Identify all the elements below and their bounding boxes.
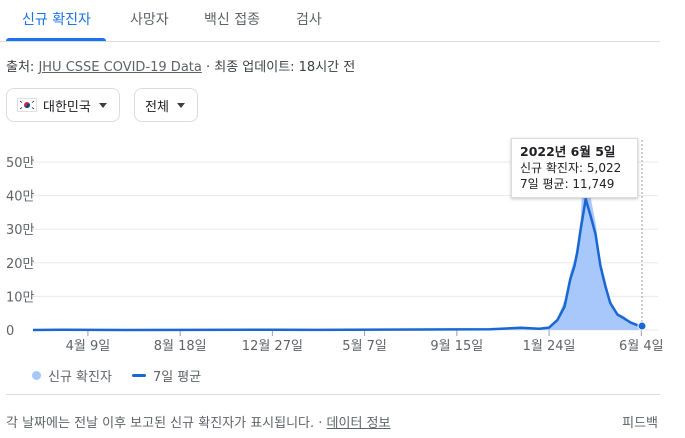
feedback-link[interactable]: 피드백 [622,416,658,431]
caret-down-icon [176,102,185,108]
tooltip-date: 2022년 6월 5일 [520,144,616,159]
caret-down-icon [98,102,107,108]
chart-tooltip: 2022년 6월 5일 신규 확진자: 5,022 7일 평균: 11,749 [511,138,638,198]
y-tick-label: 10만 [6,290,35,305]
tooltip-7day-average: 7일 평균: 11,749 [520,177,615,191]
country-select[interactable]: 대한민국 [6,88,120,122]
x-tick-label: 1월 24일 [523,339,576,354]
data-source-line: 출처: JHU CSSE COVID-19 Data · 최종 업데이트: 18… [6,56,355,75]
tab-new-cases[interactable]: 신규 확진자 [22,12,91,28]
tab-deaths[interactable]: 사망자 [130,12,169,28]
y-tick-label: 50만 [6,156,35,171]
period-label: 전체 [145,99,169,115]
chart-legend: 신규 확진자 7일 평균 [32,366,201,385]
y-tick-label: 30만 [6,223,35,238]
x-tick-label: 6월 4일 [619,339,664,354]
last-updated: · 최종 업데이트: 18시간 전 [201,60,356,75]
x-tick-label: 8월 18일 [154,339,207,354]
x-tick-label: 12월 27일 [242,339,303,354]
legend-cases-label: 신규 확진자 [48,370,112,385]
legend-average-label: 7일 평균 [152,370,202,385]
source-prefix: 출처: [6,60,39,75]
y-tick-label: 0 [6,324,14,339]
footer-note: 각 날짜에는 전날 이후 보고된 신규 확진자가 표시됩니다. · 데이터 정보 [6,412,390,431]
legend-average-marker [131,374,146,377]
data-info-link[interactable]: 데이터 정보 [326,416,391,431]
period-select[interactable]: 전체 [134,88,198,122]
tooltip-new-cases: 신규 확진자: 5,022 [520,161,622,175]
x-tick-label: 4월 9일 [66,339,111,354]
y-tick-label: 20만 [6,257,35,272]
hover-point [637,321,647,331]
seven-day-average-line [32,197,643,332]
legend-cases-marker [32,371,41,380]
footer-text: 각 날짜에는 전날 이후 보고된 신규 확진자가 표시됩니다. · [6,416,327,431]
new-cases-bars [33,140,642,330]
divider [6,394,660,395]
y-tick-label: 40만 [6,190,35,205]
tab-bar: 신규 확진자 사망자 백신 접종 검사 [0,0,660,42]
x-tick-label: 5월 7일 [342,339,387,354]
active-tab-indicator [6,38,106,41]
south-korea-flag-icon [17,98,37,112]
tab-tests[interactable]: 검사 [296,12,322,28]
tab-vaccination[interactable]: 백신 접종 [204,12,260,28]
source-link[interactable]: JHU CSSE COVID-19 Data [38,60,202,75]
x-tick-label: 9월 15일 [430,339,483,354]
country-label: 대한민국 [43,99,91,115]
